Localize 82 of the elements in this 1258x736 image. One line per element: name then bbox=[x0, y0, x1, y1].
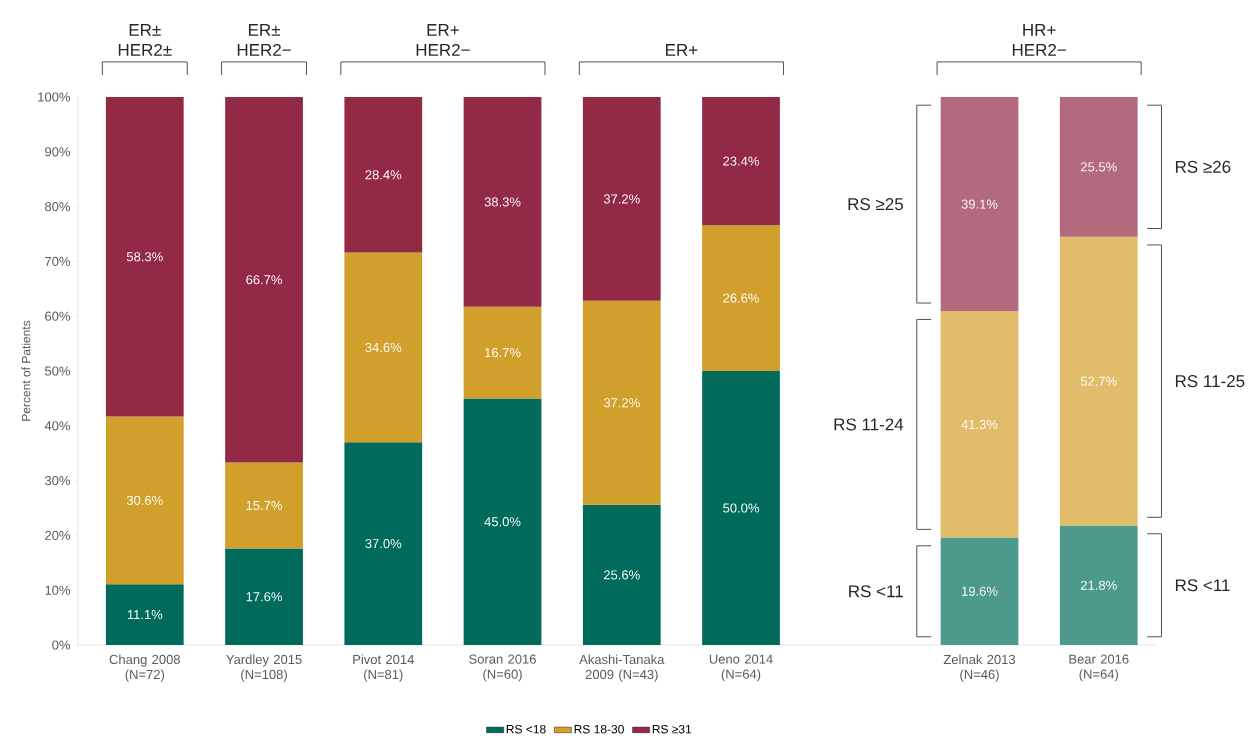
y-tick-label: 40% bbox=[44, 421, 71, 431]
legend-label: RS 18-30 bbox=[574, 724, 624, 734]
y-tick-label: 10% bbox=[45, 585, 71, 595]
x-tick-label: Ueno 2014 (N=64) bbox=[709, 654, 773, 682]
data-label: 26.6% bbox=[723, 293, 759, 303]
annotation: RS 11-24 bbox=[834, 418, 904, 431]
data-label: 38.3% bbox=[484, 197, 521, 207]
bar bbox=[702, 370, 780, 645]
text: ER+ HER2− bbox=[416, 24, 470, 56]
data-label: 25.6% bbox=[604, 570, 640, 580]
data-label: 58.3% bbox=[126, 252, 163, 262]
bar bbox=[463, 398, 542, 645]
annotation: RS ≥25 bbox=[848, 198, 903, 211]
data-label: 37.2% bbox=[603, 194, 640, 204]
y-tick-label: 50% bbox=[44, 366, 71, 376]
bar bbox=[344, 96, 423, 253]
bar bbox=[463, 306, 542, 399]
y-tick-label: 100% bbox=[38, 92, 71, 102]
bar bbox=[344, 442, 423, 645]
text: ER± HER2− bbox=[237, 24, 291, 56]
y-tick-label: 30% bbox=[44, 475, 71, 486]
data-label: 30.6% bbox=[126, 495, 163, 505]
bar bbox=[1059, 236, 1138, 526]
y-tick-label: 0% bbox=[52, 640, 71, 650]
x-tick-label: Akashi-Tanaka 2009 (N=43) bbox=[579, 654, 665, 682]
x-tick-label: Pivot 2014 (N=81) bbox=[353, 654, 414, 682]
y-tick-label: 80% bbox=[45, 201, 71, 212]
bar bbox=[940, 311, 1019, 538]
bar bbox=[225, 96, 303, 463]
bar bbox=[344, 252, 423, 443]
data-label: 17.6% bbox=[246, 592, 283, 602]
data-label: 39.1% bbox=[961, 199, 998, 209]
bar bbox=[105, 584, 184, 645]
bar bbox=[940, 537, 1019, 645]
bar bbox=[702, 225, 780, 371]
bar bbox=[582, 300, 661, 505]
bar bbox=[105, 96, 184, 417]
x-tick-label: Zelnak 2013 (N=46) bbox=[943, 654, 1016, 682]
x-tick-label: Bear 2016 (N=64) bbox=[1069, 654, 1129, 682]
y-tick-label: 90% bbox=[45, 147, 71, 157]
bar bbox=[1059, 96, 1138, 237]
bar bbox=[702, 96, 780, 226]
bar bbox=[1059, 525, 1138, 645]
legend-label: RS ≥31 bbox=[652, 724, 692, 734]
x-tick-label: Soran 2016 (N=60) bbox=[469, 654, 536, 682]
data-label: 45.0% bbox=[484, 517, 521, 527]
data-label: 52.7% bbox=[1080, 376, 1117, 386]
x-tick-label: Chang 2008 (N=72) bbox=[109, 654, 180, 682]
y-tick-label: 20% bbox=[45, 530, 71, 540]
data-label: 16.7% bbox=[485, 348, 521, 358]
data-label: 23.4% bbox=[723, 156, 759, 166]
legend-label: RS <18 bbox=[506, 724, 546, 734]
y-tick-label: 70% bbox=[45, 256, 71, 266]
bar bbox=[582, 96, 661, 301]
data-label: 15.7% bbox=[246, 500, 283, 511]
text: ER+ bbox=[666, 44, 698, 56]
y-tick-label: 60% bbox=[45, 311, 71, 321]
data-label: 37.0% bbox=[365, 539, 402, 549]
bar bbox=[225, 462, 303, 549]
x-tick-label: Yardley 2015 (N=108) bbox=[226, 654, 302, 682]
data-label: 37.2% bbox=[603, 398, 640, 408]
text: ER± HER2± bbox=[118, 24, 172, 56]
data-label: 34.6% bbox=[365, 342, 402, 353]
data-label: 25.5% bbox=[1080, 162, 1117, 172]
bar bbox=[582, 504, 661, 645]
data-label: 11.1% bbox=[127, 610, 163, 620]
data-label: 21.8% bbox=[1080, 580, 1117, 590]
data-label: 19.6% bbox=[962, 586, 998, 596]
bar bbox=[463, 96, 542, 307]
text: HR+ HER2− bbox=[1012, 24, 1066, 56]
data-label: 66.7% bbox=[246, 275, 283, 285]
data-label: 41.3% bbox=[961, 419, 998, 430]
text: RS ≥26 bbox=[1175, 160, 1231, 173]
annotation: RS <11 bbox=[849, 585, 903, 598]
bar bbox=[105, 416, 184, 585]
text: RS <11 bbox=[1175, 579, 1230, 592]
text: RS 11-25 bbox=[1175, 375, 1245, 388]
y-axis-title: Percent of Patients bbox=[21, 320, 31, 421]
data-label: 50.0% bbox=[723, 503, 759, 513]
bar bbox=[225, 548, 303, 645]
data-label: 28.4% bbox=[365, 170, 402, 180]
bar bbox=[940, 96, 1019, 312]
